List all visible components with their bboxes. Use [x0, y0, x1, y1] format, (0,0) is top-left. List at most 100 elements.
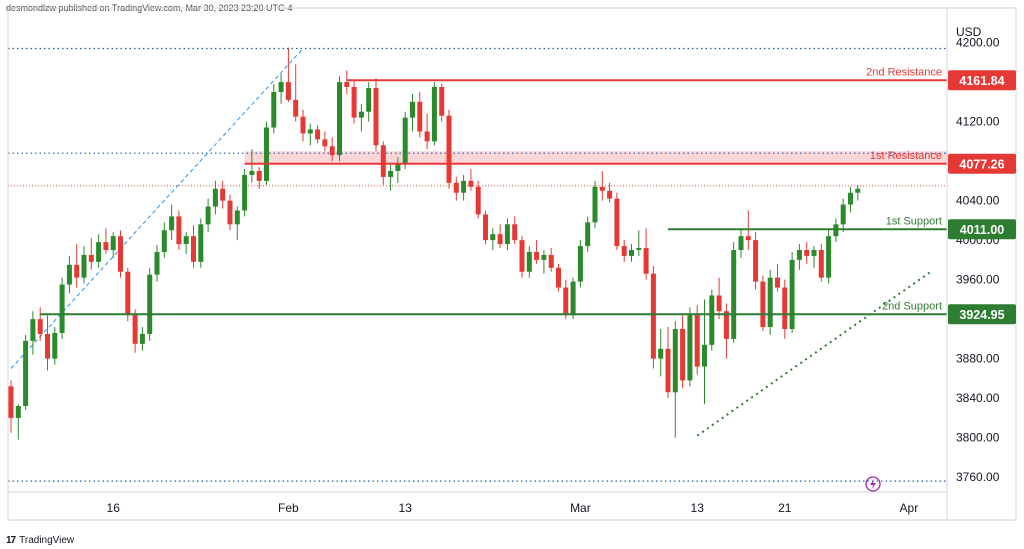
candle-body — [125, 271, 131, 316]
candle-body — [592, 186, 598, 223]
candlestick-series — [8, 47, 861, 440]
candle-body — [30, 319, 36, 341]
candle-body — [161, 230, 167, 252]
candle-body — [709, 295, 715, 345]
candle-body — [672, 329, 678, 393]
candle-body — [461, 180, 467, 193]
lightning-icon[interactable] — [865, 476, 881, 492]
candle-body — [789, 259, 795, 330]
price-badge-text: 4161.84 — [959, 74, 1004, 88]
candle-body — [37, 319, 43, 334]
candle-body — [753, 240, 759, 282]
candle-body — [285, 82, 291, 100]
candle-body — [577, 246, 583, 282]
candle-body — [840, 204, 846, 225]
candle-body — [322, 139, 328, 147]
candle-body — [658, 348, 664, 359]
candle-body — [767, 277, 773, 328]
price-tick-label: 3760.00 — [956, 470, 1000, 484]
candle-body — [373, 88, 379, 146]
candle-body — [52, 332, 58, 359]
price-badge — [948, 304, 1016, 325]
price-tick-label: 4040.00 — [956, 194, 1000, 208]
candle-body — [556, 267, 561, 288]
candle-body — [242, 174, 248, 211]
candle-body — [848, 192, 853, 205]
candle-body — [468, 180, 474, 187]
candle-body — [74, 264, 80, 278]
candle-body — [497, 234, 503, 245]
candle-body — [629, 250, 634, 256]
level-label: 2nd Support — [882, 300, 942, 312]
resistance-zones — [244, 151, 948, 164]
candle-body — [446, 115, 452, 183]
candle-body — [607, 190, 613, 199]
price-axis: 3760.003800.003840.003880.003960.004000.… — [956, 36, 1000, 485]
candle-body — [775, 277, 780, 288]
candle-body — [855, 188, 861, 193]
candle-body — [366, 88, 372, 112]
trendlines — [10, 48, 932, 437]
candle-body — [191, 236, 196, 262]
candle-body — [643, 248, 649, 274]
candle-body — [234, 210, 240, 225]
price-tick-label: 4200.00 — [956, 36, 1000, 50]
candle-body — [307, 129, 313, 134]
price-tick-label: 3960.00 — [956, 273, 1000, 287]
price-badge-text: 4011.00 — [960, 223, 1005, 237]
candle-body — [81, 254, 87, 278]
candle-body — [439, 87, 445, 116]
candle-body — [23, 340, 29, 407]
candle-body — [665, 348, 671, 393]
candle-body — [256, 170, 262, 181]
candle-body — [723, 311, 729, 339]
candle-body — [431, 87, 437, 142]
candle-body — [804, 250, 810, 256]
price-badge — [948, 153, 1016, 174]
candle-body — [278, 82, 284, 92]
candle-body — [344, 82, 350, 88]
candle-body — [293, 99, 299, 117]
candle-body — [45, 333, 50, 359]
candle-body — [154, 251, 160, 275]
candle-body — [358, 111, 364, 118]
trendline — [10, 48, 304, 369]
price-tick-label: 3840.00 — [956, 391, 1000, 405]
candle-body — [139, 333, 145, 344]
candle-body — [132, 315, 138, 344]
candle-body — [512, 224, 518, 241]
candle-body — [351, 87, 357, 118]
candle-body — [760, 281, 766, 328]
time-tick-label: Apr — [900, 501, 919, 515]
candle-body — [110, 236, 116, 250]
currency-label: USD — [956, 25, 982, 39]
price-badge — [948, 70, 1016, 91]
candle-body — [424, 131, 430, 142]
level-label: 2nd Resistance — [866, 66, 942, 78]
price-tick-label: 3880.00 — [956, 352, 1000, 366]
time-tick-label: Feb — [278, 501, 299, 515]
price-badges: 4161.84 4077.26 4011.00 3924.95 — [948, 70, 1016, 325]
candle-body — [264, 127, 269, 181]
candle-body — [380, 145, 386, 177]
time-tick-label: Mar — [570, 501, 591, 515]
candle-body — [205, 206, 211, 225]
candle-body — [796, 250, 802, 260]
candle-body — [614, 198, 620, 247]
time-axis: 16 Feb 13 Mar 13 21 Apr — [107, 501, 919, 515]
candle-body — [300, 116, 306, 134]
time-tick-label: 13 — [691, 501, 705, 515]
candle-body — [811, 250, 817, 256]
candle-body — [621, 246, 627, 256]
candle-body — [570, 281, 576, 316]
tradingview-footer[interactable]: 17 TradingView — [6, 535, 74, 546]
candle-body — [271, 91, 277, 128]
candle-body — [183, 236, 189, 245]
candle-body — [782, 287, 788, 330]
candle-body — [731, 250, 737, 339]
candle-body — [88, 254, 94, 262]
candle-body — [118, 236, 123, 272]
candle-body — [826, 236, 832, 278]
candle-body — [650, 273, 656, 359]
